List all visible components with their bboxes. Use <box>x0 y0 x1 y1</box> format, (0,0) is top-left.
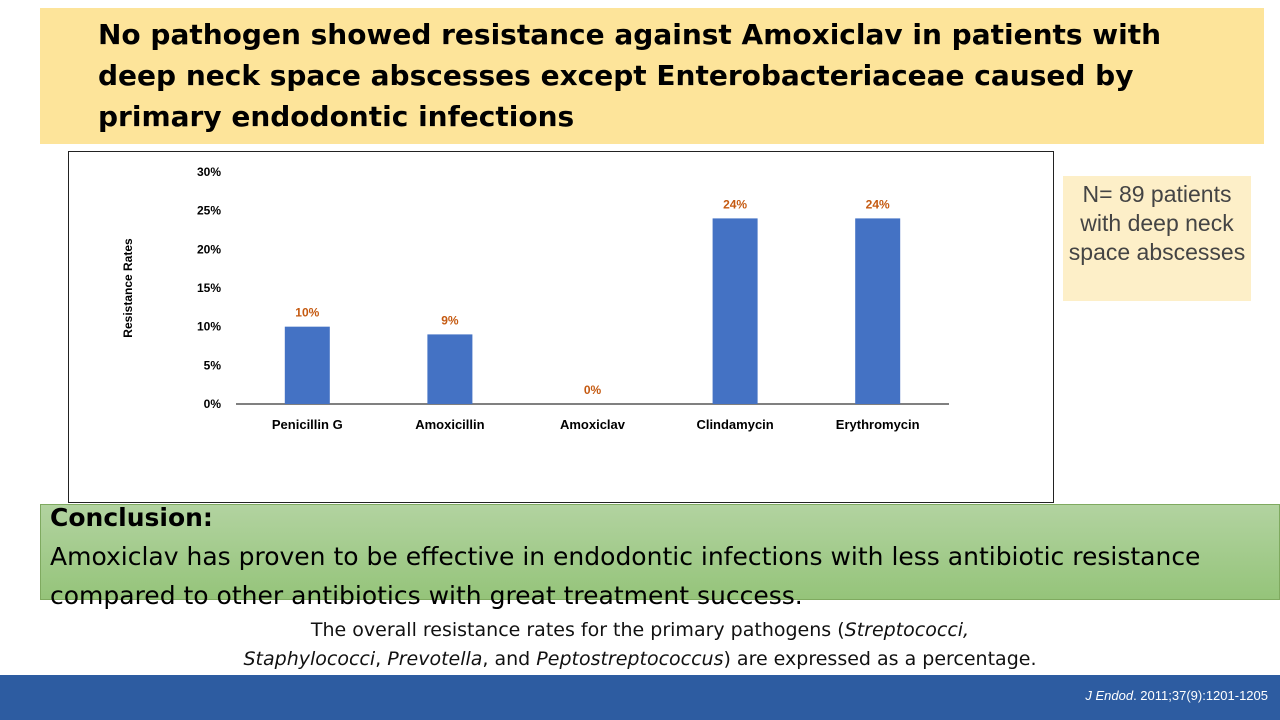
x-tick-label: Clindamycin <box>696 417 773 432</box>
footer-bar: J Endod. 2011;37(9):1201-1205 <box>0 675 1280 720</box>
caption-text-part: The overall resistance rates for the pri… <box>310 619 845 641</box>
x-tick-label: Amoxiclav <box>560 417 626 432</box>
bar <box>855 218 901 404</box>
data-label: 10% <box>295 306 319 320</box>
data-label: 24% <box>723 197 747 211</box>
caption-text-part: , <box>375 648 388 670</box>
caption-text-part: , and <box>482 648 537 670</box>
resistance-bar-chart: 0% 5% 10% 15% 20% 25% 30% Resistance Rates 10% Pe… <box>121 165 949 432</box>
data-label: 9% <box>441 313 459 327</box>
y-tick-label: 20% <box>197 242 221 256</box>
bar <box>427 334 473 404</box>
conclusion-box: Conclusion: Amoxiclav has proven to be e… <box>40 503 1280 610</box>
caption-pathogen-name: Staphylococci <box>243 648 376 670</box>
title-banner <box>40 8 1264 144</box>
y-tick-label: 30% <box>197 165 221 179</box>
data-label: 0% <box>584 383 602 397</box>
chart-frame: 0% 5% 10% 15% 20% 25% 30% Resistance Rates 10% Pe… <box>68 151 1054 503</box>
caption-pathogen-name: Peptostreptococcus <box>536 648 724 670</box>
citation: J Endod. 2011;37(9):1201-1205 <box>1085 688 1268 703</box>
citation-details: . 2011;37(9):1201-1205 <box>1133 688 1268 703</box>
x-tick-label: Erythromycin <box>836 417 920 432</box>
conclusion-heading: Conclusion: <box>50 503 213 532</box>
bar <box>284 326 330 404</box>
caption-pathogen-name: Streptococci, <box>844 619 970 641</box>
caption-text-part: ) are expressed as a percentage. <box>723 648 1037 670</box>
conclusion-text: Amoxiclav has proven to be effective in … <box>50 542 1201 610</box>
y-tick-label: 5% <box>204 358 222 372</box>
y-tick-label: 10% <box>197 320 221 334</box>
data-label: 24% <box>866 197 890 211</box>
x-tick-label: Amoxicillin <box>415 417 484 432</box>
chart-caption: The overall resistance rates for the pri… <box>180 616 1100 674</box>
y-tick-label: 25% <box>197 204 221 218</box>
bar <box>712 218 758 404</box>
citation-journal: J Endod <box>1085 688 1134 703</box>
y-tick-label: 0% <box>204 397 222 411</box>
sample-size-note: N= 89 patients with deep neck space absc… <box>1063 176 1251 301</box>
caption-pathogen-name: Prevotella <box>387 648 483 670</box>
x-tick-label: Penicillin G <box>272 417 343 432</box>
slide-title: No pathogen showed resistance against Am… <box>98 18 1162 133</box>
y-axis-label: Resistance Rates <box>121 238 135 338</box>
y-tick-label: 15% <box>197 281 221 295</box>
